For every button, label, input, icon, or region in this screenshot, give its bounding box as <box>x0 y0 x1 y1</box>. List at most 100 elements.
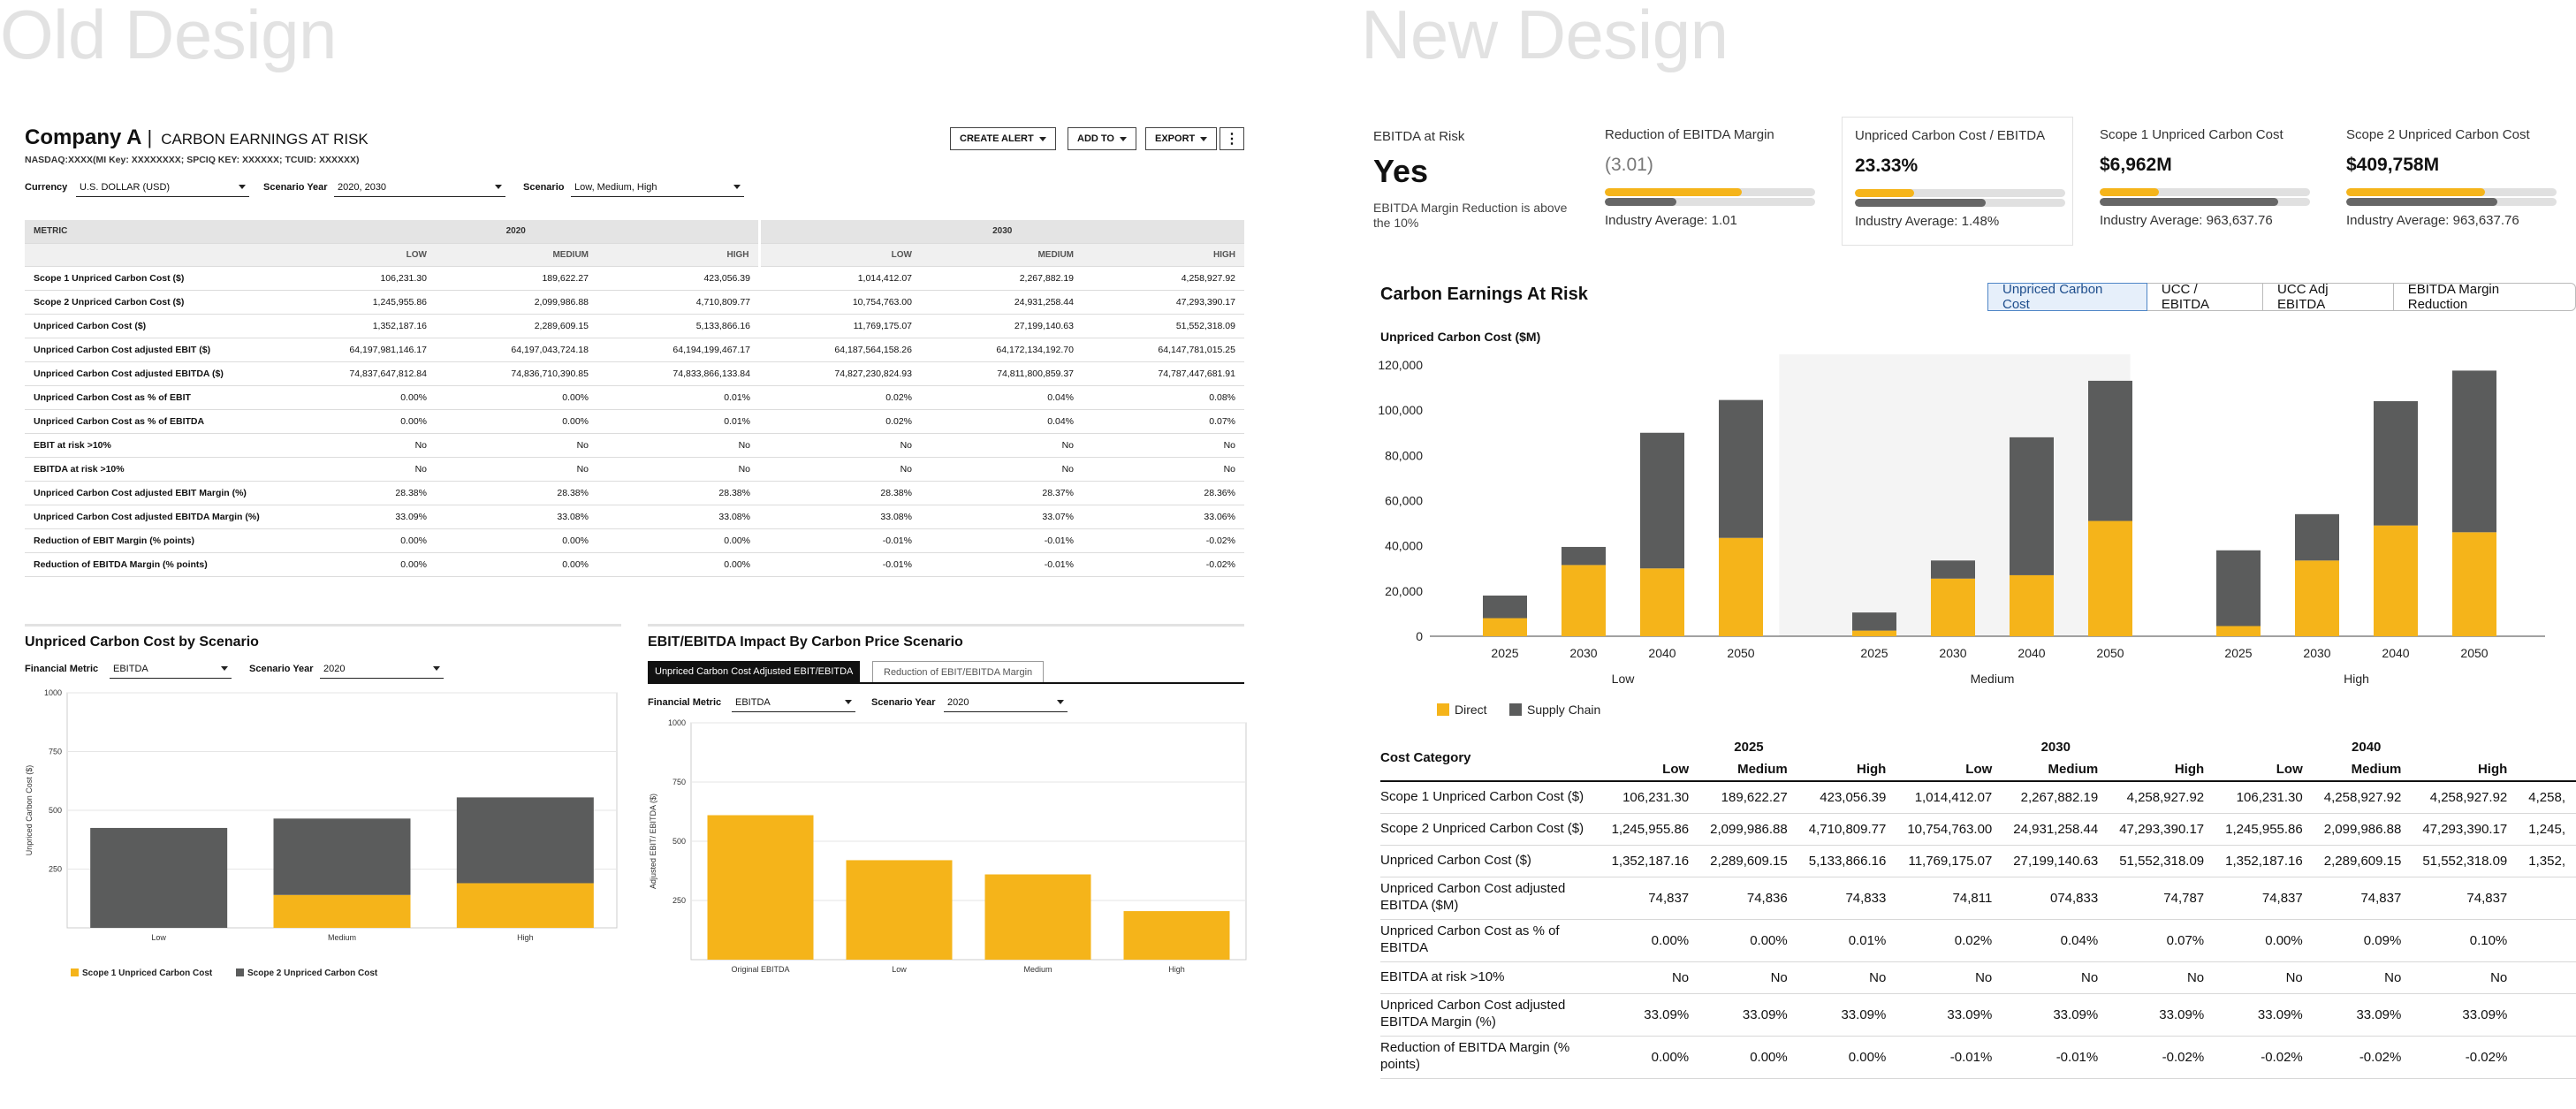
scenario-select[interactable]: Low, Medium, High <box>571 178 744 197</box>
kpi-value: $6,962M <box>2100 155 2172 175</box>
tab-unpriced-carbon-cost[interactable]: Unpriced Carbon Cost <box>1987 282 2147 312</box>
bar-segment <box>1483 618 1527 636</box>
cost-value: 0.01% <box>1797 919 1897 962</box>
metric-value: 5,133,866.16 <box>597 314 759 338</box>
scenario-year-value: 2020 <box>323 663 346 674</box>
scenario-year-select[interactable]: 2020 <box>944 693 1068 712</box>
cost-value: 74,787 <box>2109 877 2215 920</box>
tab-ucc-adjusted[interactable]: Unpriced Carbon Cost Adjusted EBIT/EBITD… <box>648 661 861 682</box>
year-header: 2040 <box>2352 739 2382 755</box>
table-row: Reduction of EBIT Margin (% points) 0.00%… <box>25 528 1244 553</box>
cost-value: 74,833 <box>1797 877 1897 920</box>
section-divider <box>648 624 1244 627</box>
bar-segment <box>2295 513 2339 561</box>
carbon-earnings-chart: Unpriced Carbon Cost ($M) 120,000 100,000 8… <box>1378 330 2545 717</box>
cost-value: No <box>2109 961 2215 994</box>
carbon-earnings-title: Carbon Earnings At Risk <box>1380 285 1588 304</box>
table-row: Unpriced Carbon Cost adjusted EBIT Margi… <box>25 481 1244 505</box>
cost-value: -0.02% <box>2412 1036 2519 1079</box>
blank-header <box>25 243 274 267</box>
metric-value: -0.01% <box>759 552 921 577</box>
cost-value: 74,836 <box>1699 877 1798 920</box>
create-alert-button[interactable]: CREATE ALERT <box>950 127 1056 150</box>
metric-value: 74,827,230,824.93 <box>759 361 921 386</box>
y-tick-label: 1000 <box>44 688 62 697</box>
cost-category: Unpriced Carbon Cost adjusted EBITDA ($M… <box>1380 877 1601 920</box>
cost-category-header: Cost Category <box>1380 735 1601 782</box>
y-tick-label: 250 <box>672 896 686 905</box>
bar-segment <box>2452 532 2496 636</box>
tab-ebitda-margin-reduction[interactable]: EBITDA Margin Reduction <box>2392 282 2576 312</box>
tab-ucc-adj-ebitda[interactable]: UCC Adj EBITDA <box>2262 282 2394 312</box>
metric-value: 28.36% <box>1083 481 1244 505</box>
metric-name: EBITDA at risk >10% <box>25 457 274 482</box>
cost-value: 106,231.30 <box>2215 781 2314 814</box>
old-header: Company A | CARBON EARNINGS AT RISK <box>25 125 369 150</box>
kpi-title: Reduction of EBITDA Margin <box>1605 127 1774 142</box>
cost-value: 33.09% <box>1797 993 1897 1037</box>
cost-value: 106,231.30 <box>1600 781 1700 814</box>
metric-value: 0.00% <box>436 528 597 553</box>
cost-value: 1,245,955.86 <box>2215 813 2314 846</box>
cost-value: 2,099,986.88 <box>1699 813 1798 846</box>
industry-progress-bar <box>2100 198 2310 206</box>
col-header: MEDIUM <box>436 243 597 267</box>
cost-category: Scope 2 Unpriced Carbon Cost ($) <box>1380 813 1601 846</box>
y-tick-label: 60,000 <box>1385 494 1423 508</box>
financial-metric-select[interactable]: EBITDA <box>110 659 232 679</box>
cost-category: EBITDA at risk >10% <box>1380 961 1601 994</box>
kpi-card: Unpriced Carbon Cost / EBITDA 23.33% Indus… <box>1842 117 2073 246</box>
cost-value: 74,837 <box>1600 877 1700 920</box>
metric-value: 64,197,981,146.17 <box>274 338 436 362</box>
metric-value: 74,811,800,859.37 <box>921 361 1083 386</box>
x-tick-label: 2030 <box>1569 646 1597 660</box>
metric-value: 28.38% <box>436 481 597 505</box>
metric-value: No <box>597 457 759 482</box>
year-header-row: Cost Category 2025 2030 2040 <box>1380 735 2576 782</box>
tab-ucc-ebitda[interactable]: UCC / EBITDA <box>2146 282 2264 312</box>
metric-name: Reduction of EBIT Margin (% points) <box>25 528 274 553</box>
scenario-year-select[interactable]: 2020, 2030 <box>334 178 505 197</box>
cost-value: 189,622.27 <box>1699 781 1798 814</box>
export-button[interactable]: EXPORT <box>1145 127 1218 150</box>
bar <box>846 860 953 960</box>
x-tick-label: 2030 <box>1939 646 1966 660</box>
currency-select[interactable]: U.S. DOLLAR (USD) <box>76 178 249 197</box>
scenario-year-select[interactable]: 2020 <box>320 659 444 679</box>
more-options-button[interactable]: ⋮ <box>1220 127 1244 150</box>
y-tick-label: 1000 <box>668 718 686 727</box>
year-header: 2020 <box>274 220 761 244</box>
cost-value: 47,293,390.17 <box>2412 813 2519 846</box>
metric-name: Unpriced Carbon Cost adjusted EBITDA ($) <box>25 361 274 386</box>
metric-value: 1,352,187.16 <box>274 314 436 338</box>
group-label: Medium <box>1971 672 2015 686</box>
metric-value: 74,837,647,812.84 <box>274 361 436 386</box>
col-header: High <box>1797 758 1897 782</box>
metric-value: No <box>436 457 597 482</box>
cost-value: 33.09% <box>2313 993 2413 1037</box>
metric-value: 33.08% <box>436 505 597 529</box>
financial-metric-value: EBITDA <box>113 663 148 674</box>
metric-name: Unpriced Carbon Cost adjusted EBIT ($) <box>25 338 274 362</box>
ebitda-at-risk-label: EBITDA at Risk <box>1373 129 1465 144</box>
bar-segment <box>90 827 228 928</box>
tab-reduction-margin[interactable]: Reduction of EBIT/EBITDA Margin <box>872 661 1045 682</box>
bar-segment <box>2010 437 2054 575</box>
bar-segment <box>1483 595 1527 619</box>
kpi-card: Reduction of EBITDA Margin (3.01) Industry… <box>1605 117 1836 246</box>
legend-label: Direct <box>1455 703 1487 717</box>
metric-name: Unpriced Carbon Cost adjusted EBITDA Mar… <box>25 505 274 529</box>
industry-average: Industry Average: 963,637.76 <box>2346 213 2519 228</box>
add-to-button[interactable]: ADD TO <box>1068 127 1136 150</box>
bar <box>1123 911 1230 960</box>
col-header: Low <box>2215 758 2314 782</box>
cost-value: No <box>1699 961 1798 994</box>
financial-metric-select[interactable]: EBITDA <box>732 693 855 712</box>
industry-average: Industry Average: 1.48% <box>1855 214 2000 229</box>
cost-value: 1,245, <box>2518 813 2576 846</box>
metric-value: 47,293,390.17 <box>1083 290 1244 315</box>
metric-value: 4,258,927.92 <box>1083 266 1244 291</box>
cost-value: 27,199,140.63 <box>2002 845 2109 877</box>
metric-value: -0.01% <box>921 528 1083 553</box>
legend-label: Scope 2 Unpriced Carbon Cost <box>247 968 378 978</box>
